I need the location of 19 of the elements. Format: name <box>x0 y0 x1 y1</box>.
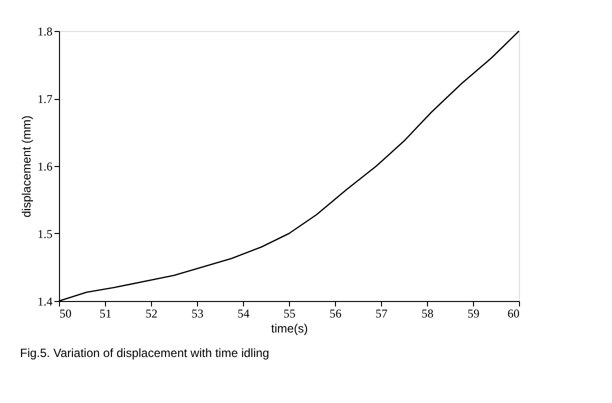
x-tick-label: 51 <box>100 306 112 320</box>
caption: Fig.5. Variation of displacement with time idling <box>20 346 270 360</box>
x-tick-label: 57 <box>376 306 388 320</box>
x-tick-label: 58 <box>422 306 434 320</box>
y-tick-label: 1.4 <box>38 294 52 308</box>
x-tick-label: 59 <box>468 306 480 320</box>
x-tick-label: 52 <box>146 306 158 320</box>
x-tick-label: 55 <box>284 306 296 320</box>
x-tick-label: 50 <box>60 306 72 320</box>
y-axis-title: displacement (mm) <box>20 115 34 218</box>
x-tick-label: 53 <box>192 306 204 320</box>
y-tick-label: 1.8 <box>38 24 52 38</box>
x-tick-label: 60 <box>508 306 520 320</box>
y-tick-label: 1.6 <box>38 160 52 174</box>
x-axis-title: time(s) <box>271 322 308 336</box>
x-tick-label: 56 <box>330 306 342 320</box>
y-tick-label: 1.5 <box>38 227 52 241</box>
y-tick-label: 1.7 <box>38 92 52 106</box>
x-tick-label: 54 <box>238 306 250 320</box>
